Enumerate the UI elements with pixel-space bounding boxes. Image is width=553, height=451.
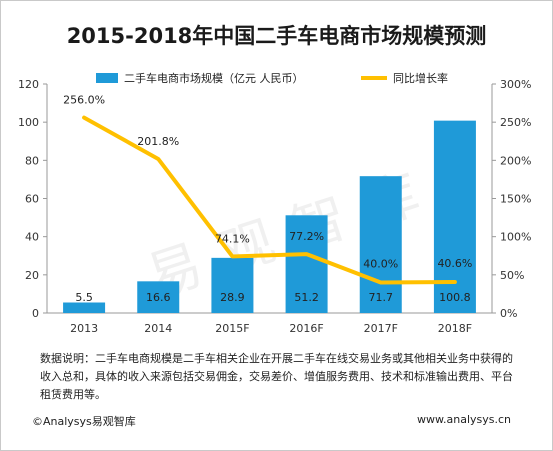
growth-value-label: 256.0% [63, 94, 105, 107]
y-left-tick-label: 0 [32, 307, 39, 320]
chart-title: 2015-2018年中国二手车电商市场规模预测 [66, 24, 487, 48]
y-right-tick-label: 50% [500, 269, 524, 282]
bar-value-label: 5.5 [75, 291, 93, 304]
bar-value-label: 100.8 [439, 291, 471, 304]
bar [137, 281, 180, 313]
x-tick-label: 2018F [438, 322, 472, 335]
y-left-tick-label: 120 [18, 78, 39, 91]
growth-line [82, 115, 457, 285]
x-tick-label: 2014 [144, 322, 172, 335]
growth-point [453, 280, 457, 284]
y-left-tick-label: 60 [25, 193, 39, 206]
source-url: www.analysys.cn [417, 413, 511, 426]
legend-swatch-bar [96, 73, 118, 83]
x-tick-label: 2015F [215, 322, 249, 335]
growth-point [379, 280, 383, 284]
y-right-tick-label: 0% [500, 307, 517, 320]
y-left-tick-label: 80 [25, 154, 39, 167]
growth-point [156, 157, 160, 161]
data-note: 数据说明：二手车电商规模是二手车相关企业在开展二手车在线交易业务或其他相关业务中… [40, 352, 513, 401]
x-tick-label: 2013 [70, 322, 98, 335]
y-right-tick-label: 100% [500, 231, 531, 244]
bar [285, 215, 328, 313]
legend-label-line: 同比增长率 [393, 71, 448, 85]
y-left-tick-label: 40 [25, 231, 39, 244]
x-tick-label: 2017F [364, 322, 398, 335]
growth-value-label: 77.2% [289, 230, 324, 243]
growth-point [305, 252, 309, 256]
bar [359, 176, 402, 313]
bar-value-label: 51.2 [294, 291, 319, 304]
y-left-tick-label: 20 [25, 269, 39, 282]
growth-value-label: 40.6% [437, 257, 472, 270]
growth-value-label: 201.8% [137, 135, 179, 148]
y-right-tick-label: 300% [500, 78, 531, 91]
bar-value-label: 71.7 [369, 291, 394, 304]
y-right-tick-label: 150% [500, 193, 531, 206]
bar [433, 120, 476, 313]
growth-point [82, 116, 86, 120]
growth-value-label: 40.0% [363, 257, 398, 270]
bar [63, 302, 106, 313]
bar [211, 257, 254, 313]
growth-value-label: 74.1% [215, 232, 250, 245]
bar-value-label: 16.6 [146, 291, 171, 304]
bar-value-label: 28.9 [220, 291, 245, 304]
source-credit: ©Analysys易观智库 [32, 415, 136, 428]
y-left-tick-label: 100 [18, 116, 39, 129]
growth-point [230, 254, 234, 258]
y-right-tick-label: 200% [500, 154, 531, 167]
y-right-tick-label: 250% [500, 116, 531, 129]
x-tick-label: 2016F [289, 322, 323, 335]
chart: 0 20 40 60 80 100 120 0% 50% 100% 150% 200% 250% 300%… [18, 71, 531, 335]
legend-label-bar: 二手车电商市场规模（亿元 人民币） [124, 71, 304, 85]
